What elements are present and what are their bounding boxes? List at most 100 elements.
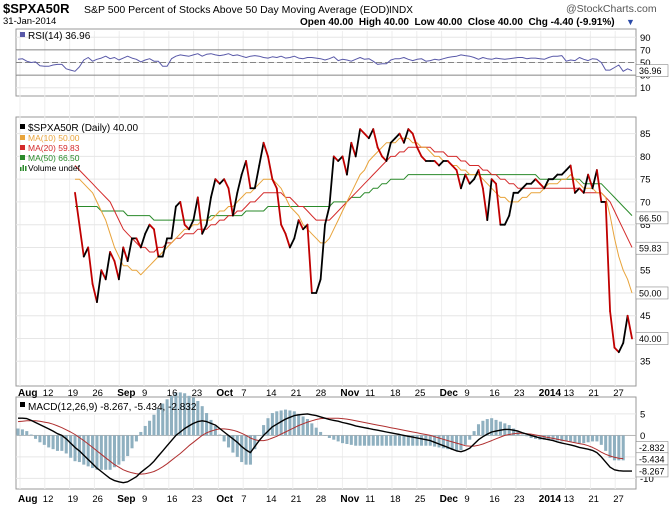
- macd-date-label: Sep: [117, 494, 135, 505]
- macd-histogram-bar: [621, 435, 625, 461]
- rsi-value-label-bg: [635, 64, 669, 77]
- macd-value-label: -2.832: [639, 443, 665, 453]
- macd-histogram-bar: [104, 435, 108, 470]
- price-segment: [117, 246, 125, 281]
- macd-histogram-bar: [25, 431, 29, 436]
- macd-histogram-bar: [617, 435, 621, 461]
- symbol-description: S&P 500 Percent of Stocks Above 50 Day M…: [84, 4, 389, 16]
- macd-histogram-bar: [91, 435, 95, 469]
- macd-value-label-bg: [635, 464, 669, 478]
- rsi-line: [17, 53, 633, 72]
- price-segment: [495, 182, 502, 226]
- price-date-label: Aug: [18, 388, 37, 399]
- price-date-label: 7: [241, 388, 246, 399]
- price-segment: [319, 223, 326, 281]
- price-segment: [539, 182, 546, 190]
- price-date-label: 27: [613, 388, 624, 399]
- macd-date-label: 2014: [539, 494, 562, 505]
- ma20-line: [74, 146, 633, 253]
- macd-histogram-bar: [411, 435, 415, 446]
- macd-date-label: 19: [68, 494, 79, 505]
- macd-histogram-bar: [297, 413, 301, 436]
- price-segment: [144, 223, 151, 235]
- price-segment: [82, 246, 90, 258]
- macd-histogram-bar: [362, 435, 366, 446]
- macd-histogram-bar: [371, 435, 375, 446]
- macd-histogram-bar: [463, 435, 467, 445]
- price-segment: [201, 223, 208, 235]
- price-segment: [218, 178, 226, 185]
- price-segment: [324, 205, 331, 226]
- macd-histogram-bar: [130, 435, 134, 449]
- price-segment: [486, 178, 493, 222]
- macd-date-label: 14: [266, 494, 277, 505]
- macd-histogram-bar: [284, 409, 288, 436]
- price-segment: [503, 214, 511, 226]
- macd-value-label: -8.267: [639, 466, 665, 476]
- price-segment: [341, 155, 348, 176]
- macd-histogram-bar: [586, 435, 590, 443]
- price-segment: [464, 173, 471, 185]
- macd-histogram-bar: [174, 392, 178, 436]
- price-segment: [192, 196, 199, 222]
- symbol-title: $SPXA50R: [3, 1, 70, 16]
- macd-histogram-bar: [253, 435, 257, 450]
- price-value-label-bg: [635, 241, 669, 255]
- macd-histogram-bar: [406, 435, 410, 446]
- price-segment: [363, 132, 370, 140]
- price-segment: [477, 169, 484, 190]
- macd-histogram-bar: [498, 421, 502, 436]
- macd-histogram-bar: [555, 435, 559, 441]
- price-segment: [297, 219, 304, 231]
- macd-histogram-bar: [604, 435, 608, 451]
- exchange-label: INDX: [389, 5, 413, 16]
- price-segment: [227, 187, 234, 217]
- price-date-label: 25: [415, 388, 426, 399]
- macd-histogram-bar: [47, 435, 51, 448]
- price-segment: [468, 178, 476, 185]
- price-date-label: 9: [464, 388, 469, 399]
- price-segment: [188, 219, 195, 231]
- price-date-label: 9: [142, 388, 147, 399]
- macd-histogram-bar: [134, 435, 138, 442]
- macd-histogram-bar: [419, 435, 424, 446]
- macd-date-label: 26: [92, 494, 103, 505]
- price-date-label: 16: [167, 388, 178, 399]
- macd-histogram-bar: [468, 435, 472, 440]
- price-segment: [398, 132, 405, 144]
- price-tick-label: 75: [640, 175, 651, 186]
- price-value-label: 50.00: [639, 288, 662, 298]
- price-value-label: 66.50: [639, 213, 662, 223]
- macd-date-label: Dec: [440, 494, 459, 505]
- macd-tick-label: 0: [640, 431, 645, 442]
- macd-histogram-bar: [262, 425, 266, 436]
- price-segment: [113, 260, 120, 281]
- macd-histogram-bar: [60, 435, 64, 451]
- macd-date-label: 9: [142, 494, 147, 505]
- price-tick-label: 35: [640, 357, 651, 368]
- price-date-label: Oct: [216, 388, 233, 399]
- price-segment: [389, 137, 397, 144]
- macd-histogram-bar: [345, 435, 349, 444]
- price-segment: [275, 187, 283, 226]
- macd-histogram-bar: [152, 414, 156, 436]
- price-segment: [534, 178, 541, 185]
- macd-histogram-bar: [191, 397, 195, 436]
- macd-tick-label: -10: [640, 474, 654, 485]
- macd-date-label: 7: [241, 494, 246, 505]
- price-segment: [346, 141, 353, 176]
- macd-histogram-bar: [437, 435, 441, 448]
- rsi-tick-label: 90: [640, 33, 651, 44]
- price-segment: [451, 164, 458, 171]
- macd-histogram-bar: [38, 435, 42, 443]
- watermark: @StockCharts.com: [566, 3, 657, 15]
- price-date-label: 19: [68, 388, 79, 399]
- rsi-tick-label: 70: [640, 45, 651, 56]
- macd-histogram-bar: [95, 435, 99, 470]
- macd-histogram-bar: [117, 435, 121, 465]
- price-date-label: 21: [291, 388, 302, 399]
- ma20-legend-swatch: [20, 145, 25, 150]
- rsi-value-label: 36.96: [639, 66, 662, 76]
- price-segment: [407, 128, 414, 135]
- macd-histogram-bar: [248, 435, 252, 465]
